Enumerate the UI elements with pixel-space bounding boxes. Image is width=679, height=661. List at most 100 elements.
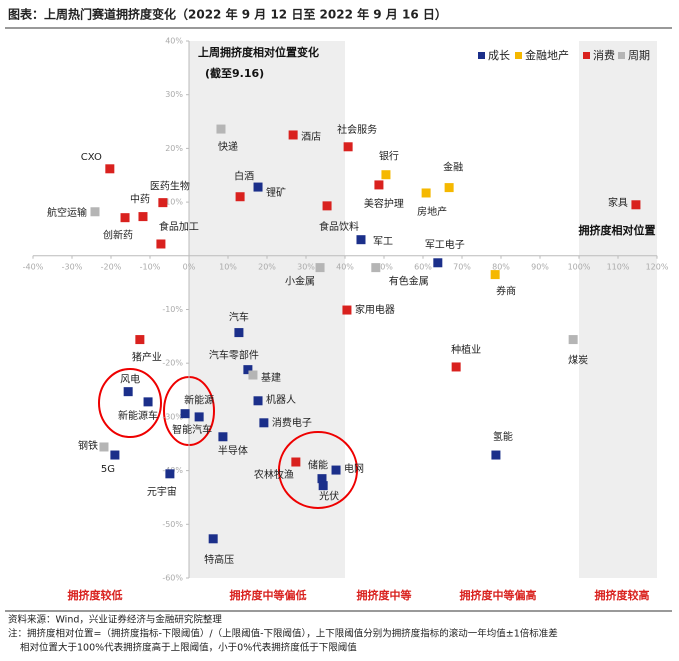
point-label: 快递 — [218, 140, 238, 153]
zone-label: 拥挤度较低 — [68, 588, 123, 602]
point-label: 半导体 — [218, 444, 248, 457]
legend-swatch — [478, 52, 485, 59]
point-label: 汽车零部件 — [209, 349, 259, 362]
point — [218, 432, 228, 442]
point-label: 5G — [101, 464, 115, 475]
zone-label: 拥挤度中等 — [357, 588, 412, 602]
point — [135, 335, 145, 345]
point — [491, 450, 501, 460]
legend-swatch — [618, 52, 625, 59]
point-label: 航空运输 — [47, 206, 87, 219]
point — [156, 239, 166, 249]
point — [381, 170, 391, 180]
x-tick-label: 90% — [531, 262, 549, 271]
legend-label: 消费 — [593, 48, 615, 62]
point — [180, 409, 190, 419]
point-label: 家用电器 — [355, 303, 395, 316]
point — [120, 213, 130, 223]
point-label: 基建 — [261, 371, 281, 384]
y-tick-label: 40% — [165, 37, 183, 46]
point — [343, 142, 353, 152]
point-label: 风电 — [120, 373, 140, 386]
x-tick-label: 100% — [568, 262, 591, 271]
point-label: 猪产业 — [132, 351, 162, 364]
zone-label: 拥挤度中等偏低 — [230, 588, 307, 602]
point — [253, 182, 263, 192]
point — [371, 263, 381, 273]
point-label: 钢铁 — [78, 439, 98, 452]
y-tick-label: 20% — [165, 144, 183, 153]
point-label: 新能源 — [184, 394, 214, 407]
point — [322, 201, 332, 211]
chart-subtitle: (截至9.16) — [205, 66, 264, 80]
x-tick-label: -40% — [23, 262, 44, 271]
footnote: 相对位置大于100%代表拥挤度高于上限阈值，小于0%代表拥挤度低于下限阈值 — [20, 642, 357, 654]
point-label: 种植业 — [451, 343, 481, 356]
point-label: 券商 — [496, 285, 516, 298]
y-tick-label: -30% — [162, 412, 183, 421]
x-tick-label: 70% — [453, 262, 471, 271]
point-label: 医药生物 — [150, 180, 190, 193]
point — [99, 442, 109, 452]
point — [318, 481, 328, 491]
point — [288, 130, 298, 140]
legend-label: 成长 — [488, 49, 510, 62]
point-label: 机器人 — [266, 393, 296, 406]
point — [631, 200, 641, 210]
point — [234, 328, 244, 338]
point — [490, 270, 500, 280]
point-label: 美容护理 — [364, 197, 404, 210]
point — [444, 183, 454, 193]
point-label: 电网 — [344, 462, 364, 475]
point — [374, 180, 384, 190]
point — [216, 124, 226, 134]
point — [105, 164, 115, 174]
zone-band — [579, 41, 657, 578]
x-tick-label: 60% — [414, 262, 432, 271]
x-tick-label: -30% — [62, 262, 83, 271]
point-label: 食品饮料 — [319, 220, 359, 233]
footnote: 注：拥挤度相对位置=（拥挤度指标-下限阈值）/（上限阈值-下限阈值），上下限阈值… — [8, 628, 558, 640]
point-label: 汽车 — [229, 311, 249, 324]
point — [421, 188, 431, 198]
legend-label: 周期 — [628, 49, 650, 62]
highlight-circle — [278, 431, 358, 509]
point-label: 房地产 — [417, 205, 447, 218]
x-tick-label: 10% — [219, 262, 237, 271]
x-tick-label: 110% — [607, 262, 630, 271]
y-tick-label: -50% — [162, 520, 183, 529]
x-tick-label: -10% — [140, 262, 161, 271]
point — [194, 412, 204, 422]
point-label: CXO — [81, 152, 102, 163]
point-label: 食品加工 — [159, 220, 199, 233]
point-label: 军工电子 — [425, 238, 465, 251]
point — [110, 450, 120, 460]
point — [253, 396, 263, 406]
point — [291, 457, 301, 467]
point-label: 社会服务 — [337, 123, 377, 136]
x-tick-label: -20% — [101, 262, 122, 271]
point-label: 光伏 — [319, 490, 339, 503]
x-tick-label: 80% — [492, 262, 510, 271]
legend-swatch — [583, 52, 590, 59]
point — [259, 418, 269, 428]
point — [568, 335, 578, 345]
figure-title: 图表：上周热门赛道拥挤度变化（2022 年 9 月 12 日至 2022 年 9… — [8, 7, 447, 22]
point-label: 消费电子 — [272, 416, 312, 429]
y-tick-label: 10% — [165, 198, 183, 207]
legend-label: 金融地产 — [525, 48, 569, 62]
highlight-circle — [98, 368, 162, 438]
legend-swatch — [515, 52, 522, 59]
point — [451, 362, 461, 372]
y-tick-label: -10% — [162, 305, 183, 314]
point-label: 有色金属 — [389, 275, 429, 288]
point-label: 特高压 — [204, 553, 234, 566]
point — [317, 474, 327, 484]
point-label: 白酒 — [234, 170, 254, 183]
y-tick-label: -20% — [162, 359, 183, 368]
point-label: 中药 — [130, 193, 150, 206]
source-note: 资料来源：Wind，兴业证券经济与金融研究院整理 — [8, 614, 222, 626]
point — [165, 469, 175, 479]
chart-title: 上周拥挤度相对位置变化 — [198, 45, 319, 59]
